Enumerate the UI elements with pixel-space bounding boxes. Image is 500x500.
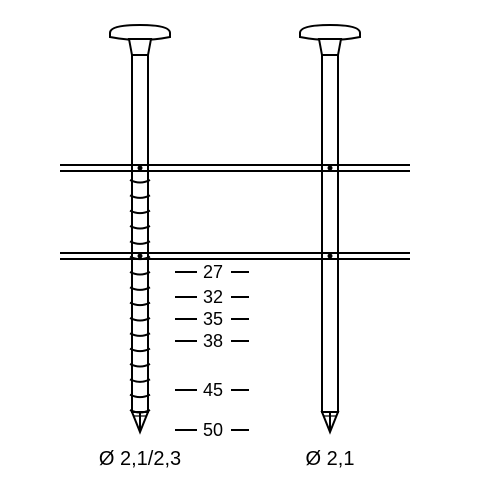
smooth-nail	[300, 25, 360, 432]
left-caption: Ø 2,1/2,3	[99, 448, 181, 470]
wire	[60, 253, 410, 259]
nail-diagram: 27 323538 45 50 Ø 2,1/2,3 Ø 2,1	[0, 0, 500, 500]
wire	[60, 165, 410, 171]
length-marks: 27 323538 45 50	[175, 262, 249, 440]
mark-label: 50	[203, 420, 223, 440]
mark-label: 38	[203, 331, 223, 351]
mark-label: 35	[203, 309, 223, 329]
mark-label: 27	[203, 262, 223, 282]
ringed-nail	[110, 25, 170, 432]
right-caption: Ø 2,1	[306, 448, 355, 470]
mark-label: 45	[203, 380, 223, 400]
mark-label: 32	[203, 287, 223, 307]
